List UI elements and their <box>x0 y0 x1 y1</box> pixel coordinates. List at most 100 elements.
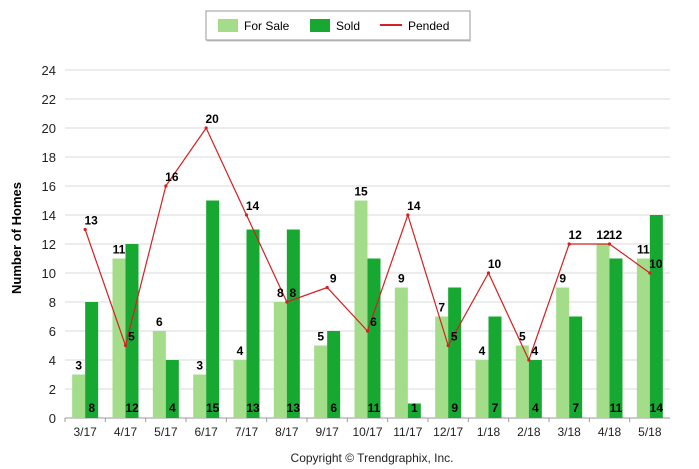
pended-point <box>123 343 128 348</box>
sold-value-label: 11 <box>610 401 623 415</box>
sold-value-label: 13 <box>246 401 260 415</box>
x-tick-label: 9/17 <box>315 425 339 439</box>
pended-value-label: 9 <box>330 272 337 286</box>
legend: For Sale Sold Pended <box>205 10 471 42</box>
sold-bar <box>286 229 300 418</box>
pended-point <box>164 184 168 188</box>
for-sale-value-label: 5 <box>317 330 324 344</box>
for-sale-bar <box>354 200 368 418</box>
for-sale-bar <box>596 244 610 418</box>
pended-point <box>446 343 450 348</box>
for-sale-value-label: 4 <box>237 344 244 358</box>
sold-bar <box>367 258 381 418</box>
for-sale-bar <box>314 345 328 418</box>
y-tick-label: 10 <box>42 266 56 281</box>
pended-value-label: 12 <box>609 228 623 242</box>
pended-value-label: 4 <box>531 344 538 358</box>
sold-value-label: 7 <box>492 401 499 415</box>
pended-value-label: 20 <box>205 112 219 126</box>
x-tick-label: 4/18 <box>598 425 622 439</box>
sold-bar <box>569 316 583 418</box>
pended-value-label: 6 <box>370 315 377 329</box>
x-tick-label: 12/17 <box>433 425 463 439</box>
for-sale-bar <box>636 258 650 418</box>
data-labels: 3811126431541381356151191794754971211111… <box>75 112 663 415</box>
x-tick-label: 2/18 <box>517 425 541 439</box>
pended-point <box>325 285 329 290</box>
sold-bar <box>327 331 341 418</box>
y-axis-label: Number of Homes <box>9 182 24 294</box>
for-sale-value-label: 3 <box>75 359 82 373</box>
for-sale-bar <box>233 360 247 418</box>
pended-point <box>285 300 289 304</box>
sold-value-label: 4 <box>532 401 539 415</box>
for-sale-value-label: 11 <box>637 243 650 257</box>
legend-for-sale-label: For Sale <box>244 19 290 33</box>
pended-value-label: 8 <box>289 286 296 300</box>
sold-bar <box>125 244 139 418</box>
for-sale-bar <box>394 287 408 418</box>
sold-bar <box>649 215 663 418</box>
pended-point <box>244 213 249 217</box>
bars <box>72 200 663 418</box>
sold-bar <box>448 287 462 418</box>
sold-bar <box>407 403 421 418</box>
for-sale-bar <box>515 345 529 418</box>
x-tick-label: 5/18 <box>638 425 662 439</box>
sold-value-label: 8 <box>88 401 95 415</box>
for-sale-value-label: 8 <box>277 286 284 300</box>
pended-point <box>486 271 491 275</box>
for-sale-bar <box>435 316 449 418</box>
pended-point <box>406 213 410 217</box>
for-sale-value-label: 6 <box>156 315 163 329</box>
pended-line <box>83 126 652 362</box>
y-tick-label: 4 <box>49 353 56 368</box>
x-tick-label: 5/17 <box>154 425 178 439</box>
sold-value-label: 12 <box>125 401 139 415</box>
for-sale-value-label: 11 <box>113 243 126 257</box>
pended-value-label: 10 <box>488 257 502 271</box>
y-tick-label: 22 <box>42 92 56 107</box>
x-tick-label: 10/17 <box>352 425 382 439</box>
x-tick-label: 11/17 <box>393 425 422 439</box>
legend-pended-label: Pended <box>408 19 449 33</box>
pended-value-label: 14 <box>246 199 260 213</box>
pended-value-label: 14 <box>407 199 421 213</box>
x-tick-label: 3/17 <box>73 425 97 439</box>
x-tick-label: 1/18 <box>477 425 501 439</box>
legend-sold-swatch <box>310 19 330 32</box>
sold-value-label: 9 <box>451 401 458 415</box>
for-sale-value-label: 4 <box>479 344 486 358</box>
x-tick-label: 8/17 <box>275 425 299 439</box>
pended-value-label: 16 <box>165 170 179 184</box>
y-tick-label: 16 <box>42 179 56 194</box>
pended-value-label: 13 <box>84 214 98 228</box>
pended-point <box>607 242 612 246</box>
for-sale-bar <box>72 374 86 418</box>
y-tick-label: 8 <box>49 295 56 310</box>
pended-point <box>527 358 531 362</box>
for-sale-value-label: 9 <box>398 272 405 286</box>
for-sale-value-label: 7 <box>438 301 445 315</box>
for-sale-bar <box>152 331 166 418</box>
sold-value-label: 7 <box>572 401 579 415</box>
sold-value-label: 14 <box>650 401 664 415</box>
sold-value-label: 15 <box>206 401 220 415</box>
legend-box <box>205 10 471 41</box>
y-tick-label: 12 <box>42 237 56 252</box>
y-tick-label: 14 <box>42 208 56 223</box>
y-tick-label: 24 <box>42 63 56 78</box>
y-tick-label: 0 <box>49 411 56 426</box>
for-sale-value-label: 9 <box>559 272 566 286</box>
legend-for-sale-swatch <box>218 19 238 32</box>
for-sale-value-label: 15 <box>354 185 368 199</box>
sold-bar <box>609 258 623 418</box>
sold-value-label: 13 <box>287 401 301 415</box>
legend-sold-label: Sold <box>336 19 360 33</box>
for-sale-bar <box>193 374 207 418</box>
sold-bar <box>246 229 260 418</box>
sold-value-label: 6 <box>330 401 337 415</box>
pended-value-label: 5 <box>128 330 135 344</box>
